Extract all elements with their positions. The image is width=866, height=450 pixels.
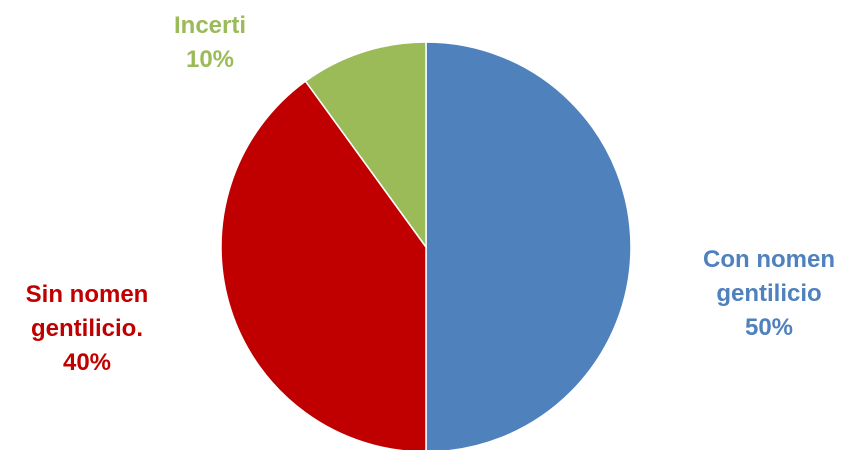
slice-value-label: 10% xyxy=(185,46,235,73)
slice-name-line: Sin nomen xyxy=(25,281,149,308)
slice-sin-nomen xyxy=(220,80,427,450)
slice-con-nomen xyxy=(425,41,632,450)
slice-name-line: Incerti xyxy=(173,12,247,39)
slice-label-incerti: Incerti 10% xyxy=(140,9,280,77)
slice-label-sin-nomen: Sin nomen gentilicio. 40% xyxy=(2,278,172,380)
slice-name-line: gentilicio. xyxy=(30,315,143,342)
slice-label-con-nomen: Con nomen gentilicio 50% xyxy=(674,243,864,345)
slice-name-line: Con nomen xyxy=(703,246,835,273)
slice-value-label: 50% xyxy=(744,314,794,341)
slice-name-line: gentilicio xyxy=(716,280,822,307)
slice-incerti xyxy=(304,41,427,250)
slice-value-label: 40% xyxy=(62,349,112,376)
